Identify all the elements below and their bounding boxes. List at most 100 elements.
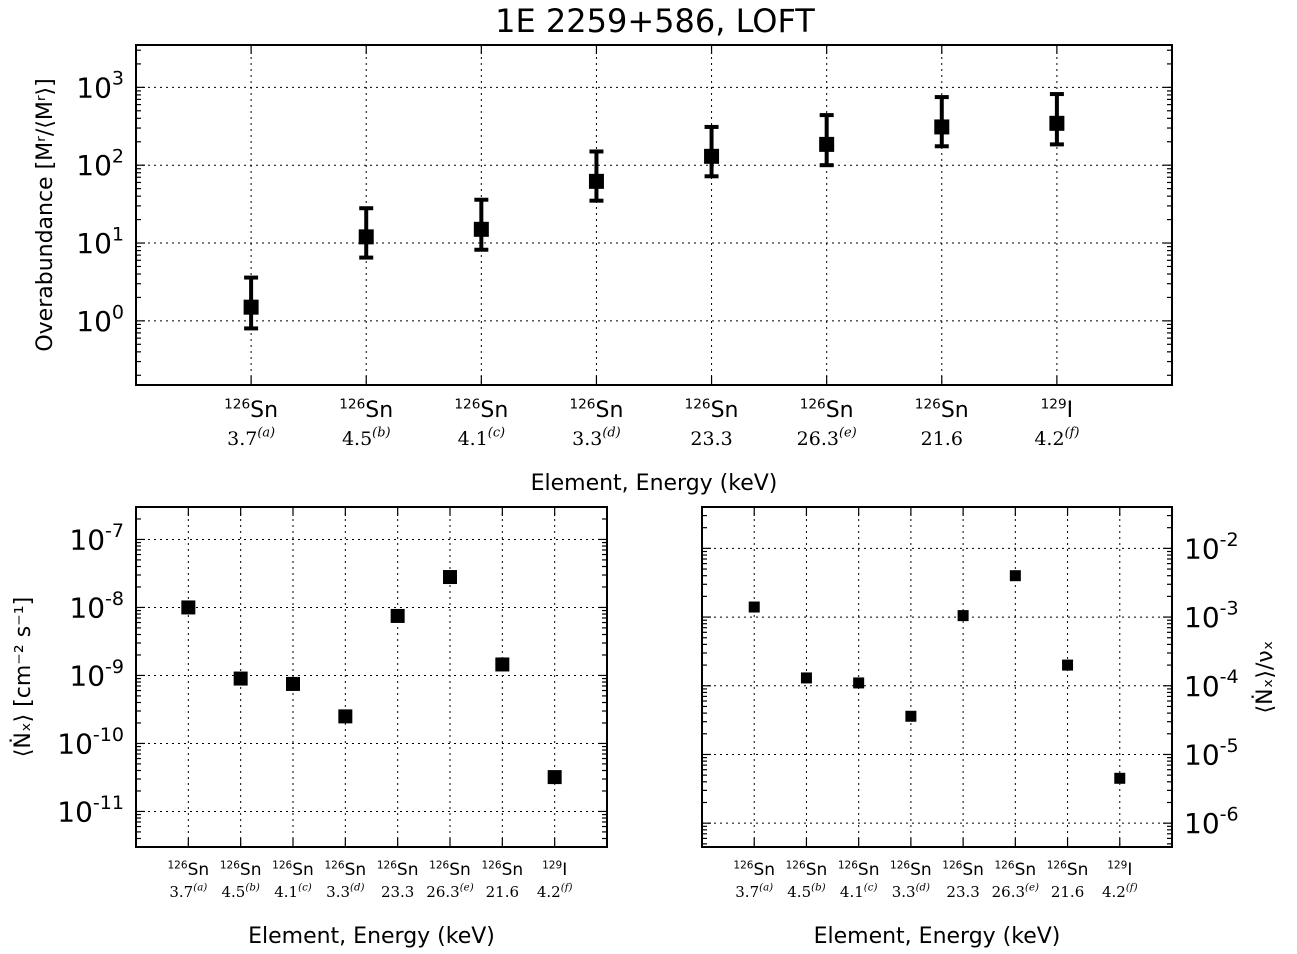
category-label: 126Sn bbox=[800, 397, 854, 423]
element-symbol: Sn bbox=[1067, 860, 1089, 880]
category-label: 126Sn bbox=[569, 397, 623, 423]
energy-note: (d) bbox=[350, 881, 364, 893]
data-point bbox=[704, 148, 720, 164]
data-point bbox=[390, 608, 405, 623]
y-tick-base: 10 bbox=[1184, 807, 1220, 840]
element-symbol: Sn bbox=[449, 860, 471, 880]
category-label: 126Sn bbox=[339, 397, 393, 423]
energy-note: (e) bbox=[1025, 881, 1039, 893]
energy-value: 26.3 bbox=[426, 883, 459, 901]
data-point bbox=[358, 229, 374, 245]
mass-number: 126 bbox=[377, 860, 397, 872]
energy-label: 26.3(e) bbox=[426, 881, 473, 901]
energy-value: 4.2 bbox=[537, 883, 561, 901]
y-axis-label: ⟨Ṅₓ⟩/νₓ bbox=[1252, 641, 1278, 714]
energy-value: 3.7 bbox=[169, 883, 193, 901]
energy-note: (b) bbox=[372, 425, 390, 440]
mass-number: 129 bbox=[542, 860, 562, 872]
mass-number: 126 bbox=[339, 397, 365, 413]
category-label: 126Sn bbox=[377, 860, 419, 880]
y-tick-exponent: -8 bbox=[105, 588, 124, 610]
energy-note: (b) bbox=[245, 881, 259, 893]
element-symbol: Sn bbox=[595, 398, 623, 423]
mass-number: 126 bbox=[685, 397, 711, 413]
category-label: 126Sn bbox=[1047, 860, 1089, 880]
mass-number: 126 bbox=[429, 860, 449, 872]
mass-number: 126 bbox=[994, 860, 1014, 872]
element-symbol: I bbox=[1127, 860, 1132, 880]
category-label: 126Sn bbox=[786, 860, 828, 880]
mass-number: 126 bbox=[800, 397, 826, 413]
energy-note: (c) bbox=[298, 881, 312, 893]
y-tick-label: 101 bbox=[76, 223, 124, 260]
energy-label: 4.2(f) bbox=[1034, 425, 1079, 450]
element-symbol: Sn bbox=[345, 860, 367, 880]
energy-value: 3.3 bbox=[892, 883, 916, 901]
y-tick-label: 10-2 bbox=[1184, 529, 1239, 566]
category-label: 126Sn bbox=[481, 860, 523, 880]
data-point bbox=[338, 709, 353, 724]
flux-per-frequency-plot: 10-610-510-410-310-2126Sn3.7(a)126Sn4.5(… bbox=[701, 506, 1278, 949]
energy-value: 3.7 bbox=[227, 428, 257, 450]
data-point bbox=[233, 671, 248, 686]
mass-number: 126 bbox=[481, 860, 501, 872]
energy-note: (f) bbox=[1126, 881, 1138, 893]
energy-label: 3.7(a) bbox=[227, 425, 275, 450]
energy-value: 4.2 bbox=[1102, 883, 1126, 901]
energy-note: (f) bbox=[561, 881, 573, 893]
element-symbol: Sn bbox=[806, 860, 828, 880]
data-point bbox=[800, 672, 812, 684]
energy-value: 4.5 bbox=[787, 883, 811, 901]
energy-label: 23.3 bbox=[946, 883, 979, 901]
category-label: 126Sn bbox=[890, 860, 932, 880]
data-point bbox=[1062, 659, 1074, 671]
energy-label: 3.7(a) bbox=[169, 881, 207, 901]
energy-note: (a) bbox=[193, 881, 207, 893]
plot-frame bbox=[135, 506, 608, 848]
energy-value: 4.1 bbox=[458, 428, 488, 450]
data-point bbox=[1049, 115, 1065, 131]
mass-number: 126 bbox=[786, 860, 806, 872]
data-point bbox=[957, 610, 969, 622]
category-label: 126Sn bbox=[915, 397, 969, 423]
y-tick-base: 10 bbox=[69, 659, 105, 692]
energy-note: (e) bbox=[839, 425, 857, 440]
energy-label: 26.3(e) bbox=[992, 881, 1039, 901]
element-symbol: Sn bbox=[910, 860, 932, 880]
mass-number: 126 bbox=[454, 397, 480, 413]
energy-note: (c) bbox=[864, 881, 878, 893]
mass-number: 129 bbox=[1041, 397, 1067, 413]
y-tick-exponent: 2 bbox=[112, 146, 124, 168]
element-symbol: Sn bbox=[1015, 860, 1037, 880]
data-point bbox=[547, 770, 562, 785]
category-label: 126Sn bbox=[224, 397, 278, 423]
y-tick-label: 10-9 bbox=[69, 656, 124, 693]
category-label: 126Sn bbox=[942, 860, 984, 880]
data-point bbox=[181, 600, 196, 615]
energy-label: 21.6 bbox=[921, 428, 963, 450]
x-axis-label: Element, Energy (keV) bbox=[248, 924, 495, 949]
x-axis-label: Element, Energy (keV) bbox=[814, 924, 1061, 949]
plot-frame bbox=[701, 506, 1173, 848]
element-symbol: Sn bbox=[292, 860, 314, 880]
energy-label: 4.5(b) bbox=[787, 881, 825, 901]
energy-value: 4.2 bbox=[1034, 428, 1064, 450]
energy-note: (b) bbox=[811, 881, 825, 893]
energy-value: 3.3 bbox=[326, 883, 350, 901]
energy-label: 23.3 bbox=[690, 428, 732, 450]
y-tick-base: 10 bbox=[1184, 532, 1220, 565]
data-point bbox=[286, 676, 300, 691]
energy-value: 26.3 bbox=[797, 428, 839, 450]
element-symbol: Sn bbox=[397, 860, 419, 880]
category-label: 126Sn bbox=[220, 860, 262, 880]
mass-number: 126 bbox=[220, 860, 240, 872]
energy-label: 23.3 bbox=[381, 883, 414, 901]
energy-note: (a) bbox=[257, 425, 275, 440]
energy-value: 3.3 bbox=[572, 428, 602, 450]
energy-value: 4.5 bbox=[221, 883, 245, 901]
y-tick-exponent: -6 bbox=[1220, 804, 1239, 826]
data-point bbox=[495, 657, 510, 672]
y-tick-base: 10 bbox=[1184, 670, 1220, 703]
y-tick-base: 10 bbox=[76, 227, 112, 260]
energy-value: 21.6 bbox=[1051, 883, 1084, 901]
